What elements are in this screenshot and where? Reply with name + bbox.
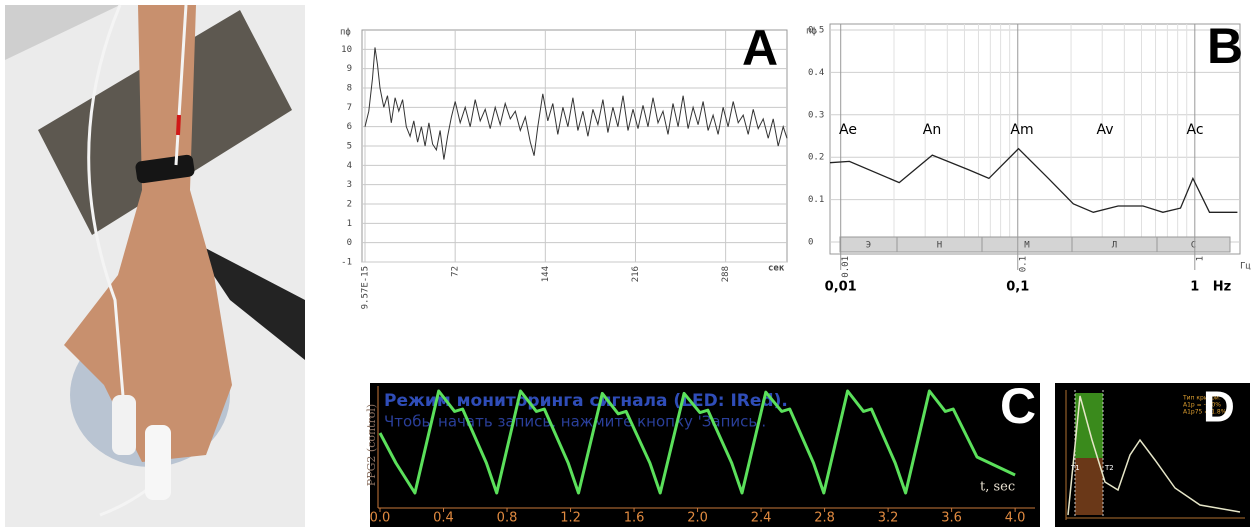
band bbox=[1156, 236, 1231, 253]
x-tick-label: 3.2 bbox=[878, 511, 899, 526]
y-tick-label: 9 bbox=[347, 64, 352, 74]
overlay-text: Режим мониторинга сигнала (LED: IRed). bbox=[384, 391, 788, 411]
y-tick-label: -1 bbox=[341, 258, 352, 268]
x-tick-label: 2.8 bbox=[814, 511, 835, 526]
panel-label: C bbox=[1000, 378, 1036, 434]
y-tick-label: 4 bbox=[347, 161, 352, 171]
hz-label: 0,01 bbox=[825, 280, 857, 295]
x-tick-label: 2.0 bbox=[687, 511, 708, 526]
arm bbox=[64, 5, 232, 462]
x-tick-label: 1.6 bbox=[624, 511, 645, 526]
info-line: Тип кривой: C bbox=[1182, 395, 1227, 402]
peak-label: Ae bbox=[839, 122, 857, 138]
y-tick-label: 3 bbox=[347, 180, 352, 190]
strap bbox=[190, 240, 305, 360]
y-tick-label: 2 bbox=[347, 200, 352, 210]
y-axis-label: PPG2 (control) bbox=[365, 404, 378, 486]
x-tick-label: 144 bbox=[541, 266, 551, 282]
y-tick-label: 0.4 bbox=[808, 68, 824, 78]
panel-label: A bbox=[742, 20, 778, 76]
hz-label: 1 bbox=[1190, 280, 1199, 295]
y-axis-label: пф bbox=[340, 28, 351, 38]
electrode bbox=[176, 114, 181, 136]
x-axis-label: Гц bbox=[1240, 262, 1251, 272]
wristband bbox=[135, 154, 195, 184]
y-tick-label: 0 bbox=[808, 238, 813, 248]
y-tick-label: 0.5 bbox=[808, 26, 824, 36]
panel-b-frame bbox=[829, 23, 1241, 255]
sensor bbox=[145, 425, 171, 500]
data-line bbox=[829, 147, 1238, 213]
band-label: С bbox=[1191, 241, 1196, 251]
x-axis-label: сек bbox=[768, 264, 785, 274]
peak-label: Av bbox=[1096, 122, 1113, 138]
x-tick-label: 0.0 bbox=[370, 511, 391, 526]
y-tick-label: 8 bbox=[347, 84, 352, 94]
y-tick-label: 0.3 bbox=[808, 110, 824, 120]
y-tick-label: 0.1 bbox=[808, 195, 824, 205]
x-tick-label: 1 bbox=[1195, 256, 1205, 261]
x-tick-label: 0.8 bbox=[497, 511, 518, 526]
y-tick-label: 5 bbox=[347, 142, 352, 152]
hz-label: Hz bbox=[1213, 280, 1231, 295]
panel-label: B bbox=[1207, 18, 1243, 74]
x-tick-label: 1.2 bbox=[560, 511, 581, 526]
info-line: A1p = -9.0% bbox=[1183, 402, 1221, 409]
x-tick-label: 72 bbox=[451, 266, 461, 277]
pulse-curve bbox=[1067, 395, 1241, 516]
x-tick-label: 0.4 bbox=[433, 511, 454, 526]
x-tick-label: 0.1 bbox=[1018, 256, 1028, 272]
band-label: М bbox=[1024, 241, 1030, 251]
x-tick-label: 0.01 bbox=[841, 256, 851, 278]
y-tick-label: 1 bbox=[347, 219, 352, 229]
y-tick-label: 6 bbox=[347, 122, 352, 132]
hz-label: 0,1 bbox=[1006, 280, 1029, 295]
x-tick-label: 288 bbox=[721, 266, 731, 282]
window bbox=[1075, 458, 1103, 515]
x-tick-label: 2.4 bbox=[751, 511, 772, 526]
band-label: Л bbox=[1112, 241, 1117, 251]
x-tick-label: 4.0 bbox=[1005, 511, 1026, 526]
peak-label: An bbox=[923, 122, 941, 138]
y-tick-label: 0 bbox=[347, 238, 352, 248]
overlay-text: Чтобы начать запись, нажмите кнопку 'Зап… bbox=[384, 413, 766, 431]
info-line: A1p75 = 1.8% bbox=[1183, 409, 1227, 416]
marker-label: T1 bbox=[1070, 464, 1080, 472]
peak-label: Am bbox=[1010, 122, 1033, 138]
sensor bbox=[112, 395, 136, 455]
y-tick-label: 7 bbox=[347, 103, 352, 113]
panel-label: D bbox=[1203, 383, 1235, 432]
x-tick-label: 3.6 bbox=[941, 511, 962, 526]
panel-d: T1 T2 Тип кривой: C A1p = -9.0% A1p75 = … bbox=[1065, 383, 1245, 520]
x-axis-label: t, sec bbox=[980, 480, 1015, 495]
x-tick-label: 9.57E-15 bbox=[361, 266, 371, 309]
data-line bbox=[378, 389, 1016, 495]
y-axis-label: пф bbox=[806, 27, 817, 37]
data-line bbox=[364, 47, 788, 160]
band-label: Н bbox=[937, 241, 942, 251]
band-label: Э bbox=[866, 241, 871, 251]
peak-label: Ac bbox=[1186, 122, 1203, 138]
y-tick-label: 0.2 bbox=[808, 153, 824, 163]
photo bbox=[5, 4, 305, 527]
x-tick-label: 216 bbox=[631, 266, 641, 282]
marker-label: T2 bbox=[1104, 464, 1114, 472]
y-tick-label: 10 bbox=[341, 45, 352, 55]
